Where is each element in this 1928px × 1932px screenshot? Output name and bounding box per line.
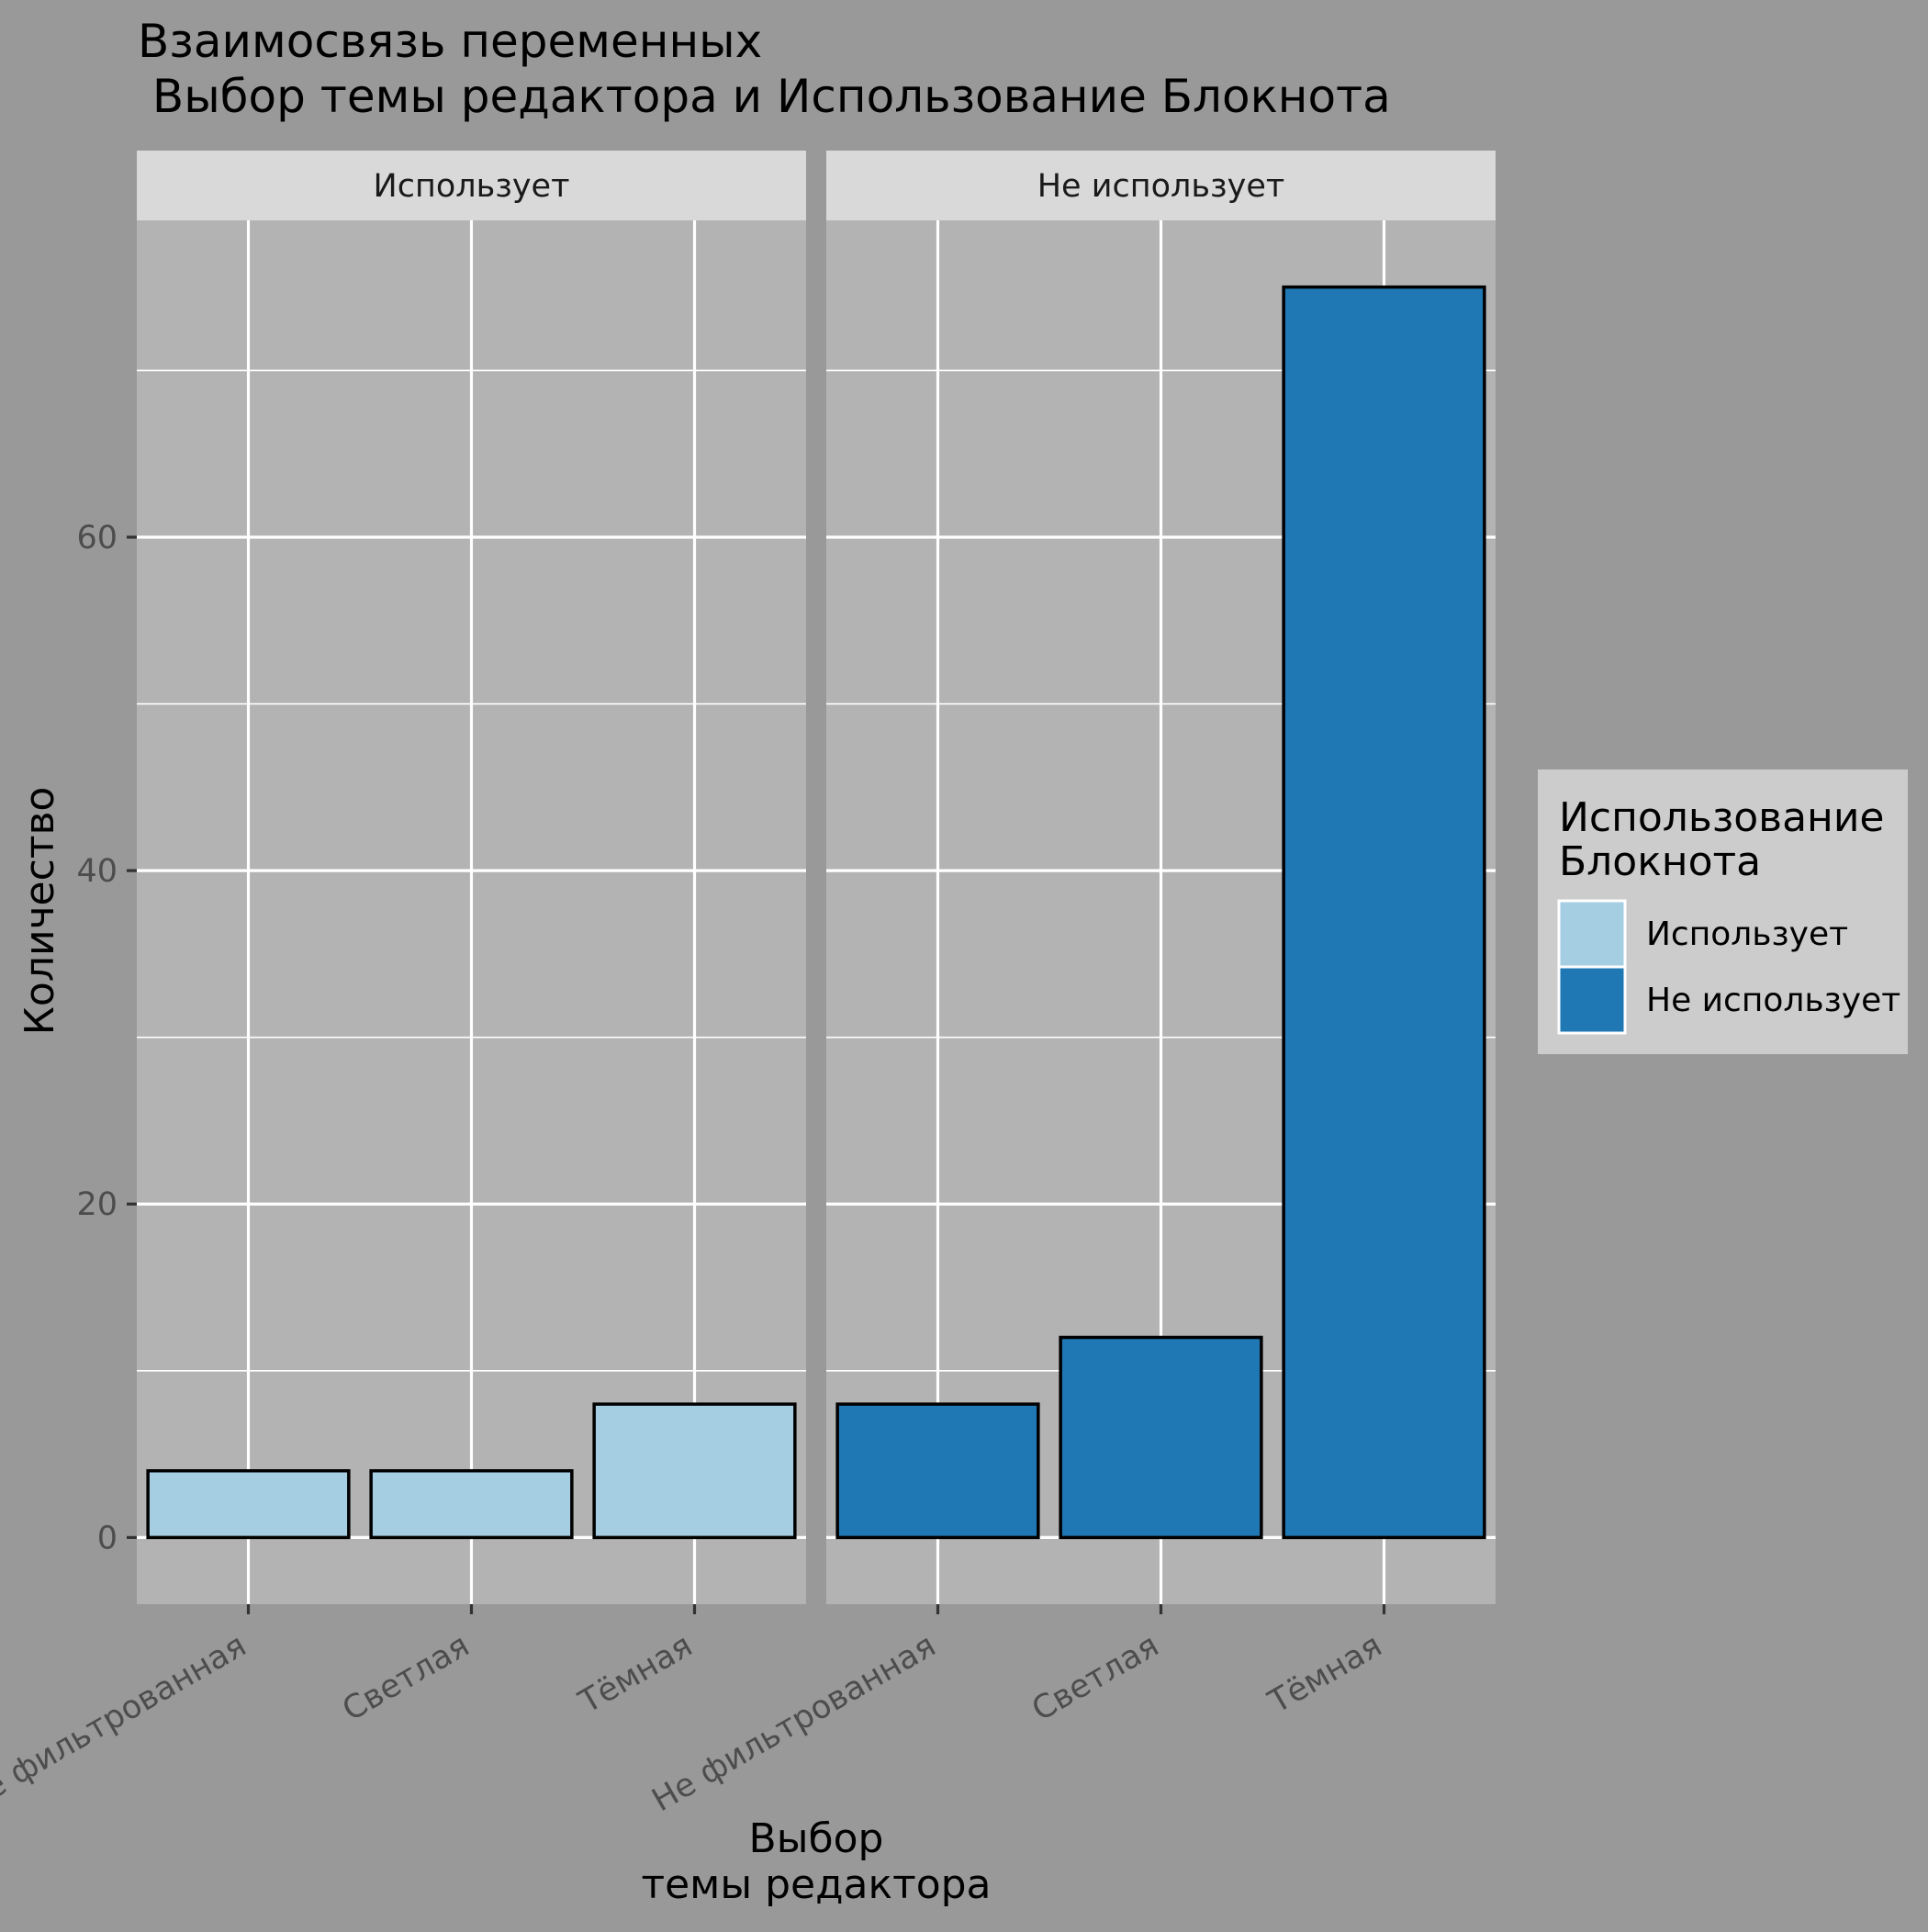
- legend-entries: Использует Не использует: [1557, 899, 1900, 1035]
- legend-key-2: [1557, 965, 1627, 1035]
- facet-strip: [826, 151, 1496, 220]
- y-tick-label: 20: [76, 1186, 118, 1223]
- facet-strip-label: Не использует: [1037, 168, 1285, 205]
- y-axis-title: Количество: [17, 787, 63, 1036]
- bar-2-1: [835, 1402, 1040, 1540]
- legend-key-1: [1557, 899, 1627, 969]
- y-tick-label: 60: [76, 520, 118, 556]
- y-tick-label: 0: [97, 1520, 118, 1556]
- bar-2-2: [1059, 1335, 1263, 1540]
- legend: Использование Блокнота Использует Не испо…: [1538, 769, 1908, 1054]
- x-axis-title-line-1: Выбор: [749, 1815, 884, 1862]
- bar-2-3: [1282, 285, 1486, 1540]
- bar-1-1: [146, 1468, 351, 1540]
- bar-1-2: [369, 1468, 574, 1540]
- legend-label-2: Не использует: [1646, 982, 1900, 1019]
- facet-strip-label: Использует: [374, 168, 570, 205]
- y-tick-label: 40: [76, 853, 118, 890]
- chart-title-line-2: Выбор темы редактора и Использование Бло…: [138, 70, 1391, 123]
- legend-title-line-1: Использование: [1559, 794, 1885, 841]
- chart-title-line-1: Взаимосвязь переменных: [138, 15, 762, 68]
- legend-title-line-2: Блокнота: [1559, 838, 1761, 885]
- x-axis-title-line-2: темы редактора: [641, 1861, 991, 1908]
- legend-label-1: Использует: [1646, 915, 1848, 953]
- bar-1-3: [592, 1402, 797, 1540]
- facet-strip: [137, 151, 806, 220]
